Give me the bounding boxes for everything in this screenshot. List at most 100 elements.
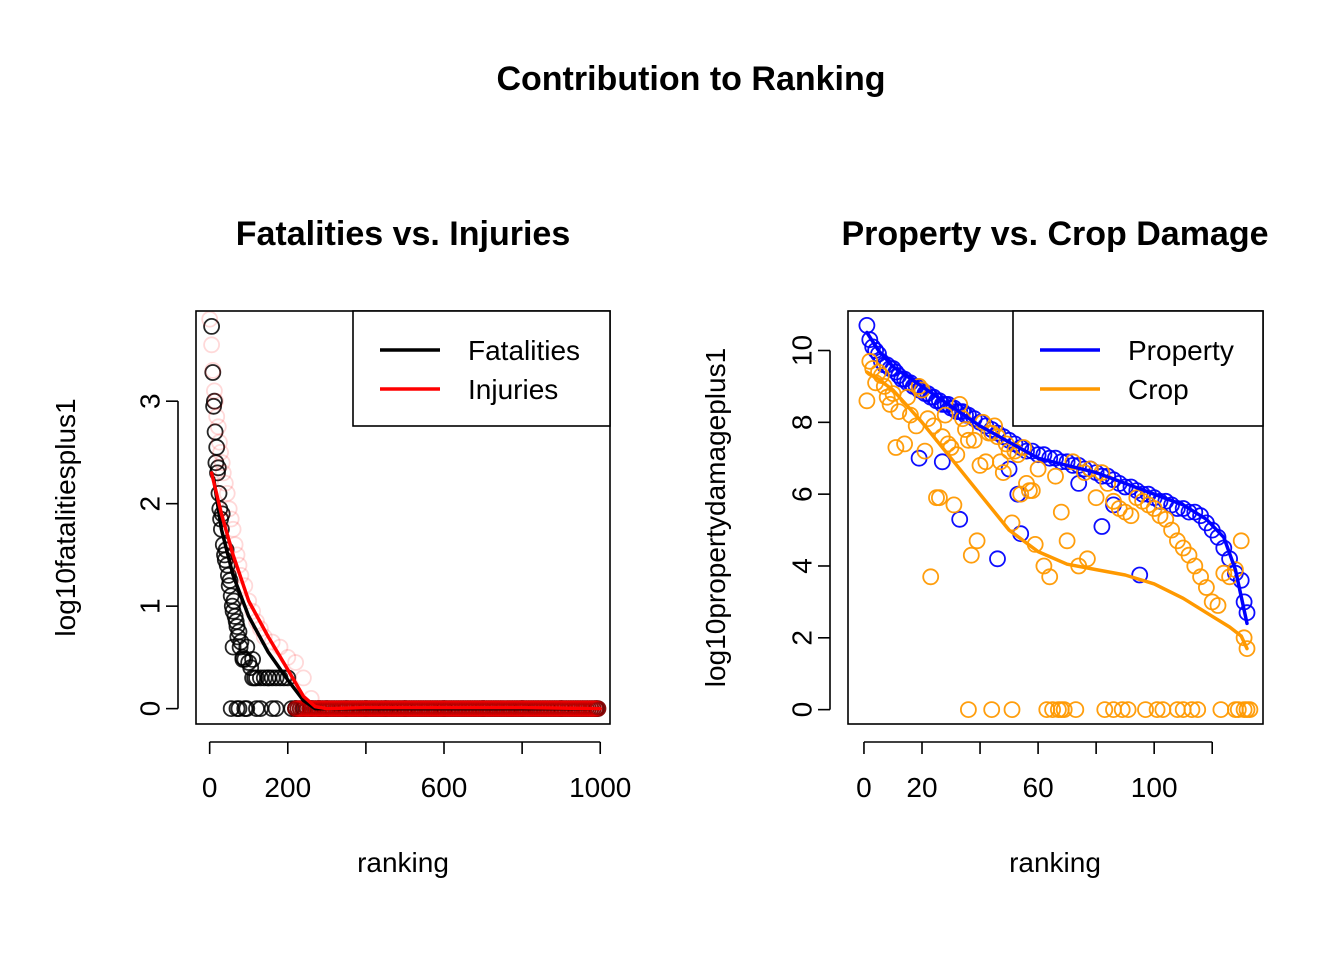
y-axis-label: log10fatalitiesplus1 bbox=[50, 398, 81, 636]
data-point bbox=[1047, 467, 1064, 485]
data-point bbox=[1041, 568, 1059, 586]
y-tick-label: 0 bbox=[135, 701, 166, 717]
data-point bbox=[1137, 701, 1154, 718]
data-point bbox=[1018, 442, 1035, 460]
y-tick-label: 0 bbox=[787, 702, 818, 718]
data-point bbox=[887, 439, 905, 456]
data-point bbox=[209, 418, 227, 436]
data-point bbox=[1183, 701, 1201, 718]
data-point bbox=[226, 536, 244, 554]
x-tick-label: 1000 bbox=[569, 772, 631, 803]
data-point bbox=[1067, 701, 1085, 718]
data-point bbox=[910, 377, 928, 395]
data-point bbox=[214, 464, 232, 482]
data-point bbox=[992, 453, 1009, 471]
panel-fatalities-injuries: Fatalities vs. Injuries ranking log10fatal… bbox=[50, 215, 631, 878]
data-point bbox=[960, 431, 977, 449]
data-point bbox=[1055, 701, 1073, 718]
x-tick-label: 0 bbox=[856, 772, 872, 803]
y-tick-label: 2 bbox=[135, 496, 166, 512]
data-point bbox=[1044, 701, 1061, 718]
legend: Fatalities Injuries bbox=[352, 310, 611, 427]
legend: Property Crop bbox=[1012, 310, 1264, 427]
data-point bbox=[1198, 579, 1215, 596]
data-point bbox=[203, 336, 221, 354]
panel-title: Fatalities vs. Injuries bbox=[236, 215, 570, 253]
data-point bbox=[208, 438, 226, 456]
x-tick-label: 60 bbox=[1023, 772, 1054, 803]
data-point bbox=[1229, 701, 1247, 718]
x-axis: 0 20 60 100 bbox=[856, 741, 1214, 803]
data-point bbox=[965, 431, 983, 449]
data-point bbox=[858, 316, 876, 334]
data-point bbox=[916, 442, 934, 460]
data-point bbox=[267, 669, 285, 687]
data-point bbox=[224, 638, 242, 656]
data-point bbox=[994, 464, 1012, 482]
data-point bbox=[230, 700, 248, 717]
data-point bbox=[957, 421, 974, 438]
data-point bbox=[210, 433, 228, 451]
y-tick-label: 1 bbox=[135, 598, 166, 614]
data-point bbox=[263, 633, 281, 651]
data-point bbox=[216, 474, 234, 492]
data-point bbox=[205, 397, 223, 415]
data-point bbox=[968, 532, 986, 550]
figure-title: Contribution to Ranking bbox=[496, 60, 885, 98]
x-tick-label: 600 bbox=[421, 772, 468, 803]
data-point bbox=[238, 700, 256, 717]
trend-line-property bbox=[865, 330, 1249, 626]
data-point bbox=[922, 568, 940, 586]
data-point bbox=[207, 392, 224, 410]
data-point bbox=[213, 454, 231, 472]
y-tick-label: 2 bbox=[787, 630, 818, 646]
x-tick-label: 200 bbox=[264, 772, 311, 803]
data-point bbox=[1189, 701, 1207, 718]
data-point bbox=[983, 701, 1001, 718]
data-point bbox=[1131, 566, 1149, 584]
data-point bbox=[248, 700, 265, 717]
trend-line-crop bbox=[865, 370, 1249, 651]
data-point bbox=[267, 700, 285, 717]
x-tick-label: 0 bbox=[202, 772, 218, 803]
data-point bbox=[209, 459, 227, 477]
data-point bbox=[212, 443, 230, 461]
data-point bbox=[1093, 518, 1111, 535]
data-point bbox=[1148, 701, 1166, 718]
legend-box bbox=[352, 310, 611, 427]
legend-label-crop: Crop bbox=[1128, 374, 1189, 405]
data-point bbox=[204, 361, 222, 379]
y-tick-label: 8 bbox=[787, 415, 818, 431]
data-point bbox=[259, 669, 277, 687]
y-axis-label: log10propertydamageplus1 bbox=[700, 348, 731, 687]
data-point bbox=[1029, 460, 1047, 478]
legend-label-injuries: Injuries bbox=[468, 374, 558, 405]
x-axis-label: ranking bbox=[1009, 847, 1101, 878]
data-point bbox=[931, 489, 948, 507]
y-axis: 0 1 2 3 bbox=[135, 393, 179, 716]
x-tick-label: 20 bbox=[906, 772, 937, 803]
data-point bbox=[1209, 597, 1227, 614]
data-point bbox=[858, 392, 876, 410]
data-point bbox=[244, 651, 262, 668]
x-tick-label: 100 bbox=[1131, 772, 1178, 803]
data-point bbox=[1087, 489, 1105, 507]
panel-title: Property vs. Crop Damage bbox=[841, 215, 1268, 253]
data-point bbox=[1023, 482, 1041, 500]
legend-label-property: Property bbox=[1128, 335, 1234, 366]
legend-box bbox=[1012, 310, 1264, 427]
data-point bbox=[218, 484, 236, 502]
data-point bbox=[263, 700, 281, 717]
data-point bbox=[1119, 701, 1137, 718]
data-point bbox=[1105, 701, 1122, 718]
data-point bbox=[1238, 640, 1256, 657]
data-point bbox=[1212, 701, 1230, 718]
data-point bbox=[205, 382, 223, 400]
data-point bbox=[205, 392, 223, 410]
y-tick-label: 4 bbox=[787, 558, 818, 574]
data-point bbox=[951, 510, 969, 528]
data-point bbox=[936, 406, 954, 424]
x-axis-label: ranking bbox=[357, 847, 449, 878]
data-point bbox=[1003, 701, 1021, 718]
